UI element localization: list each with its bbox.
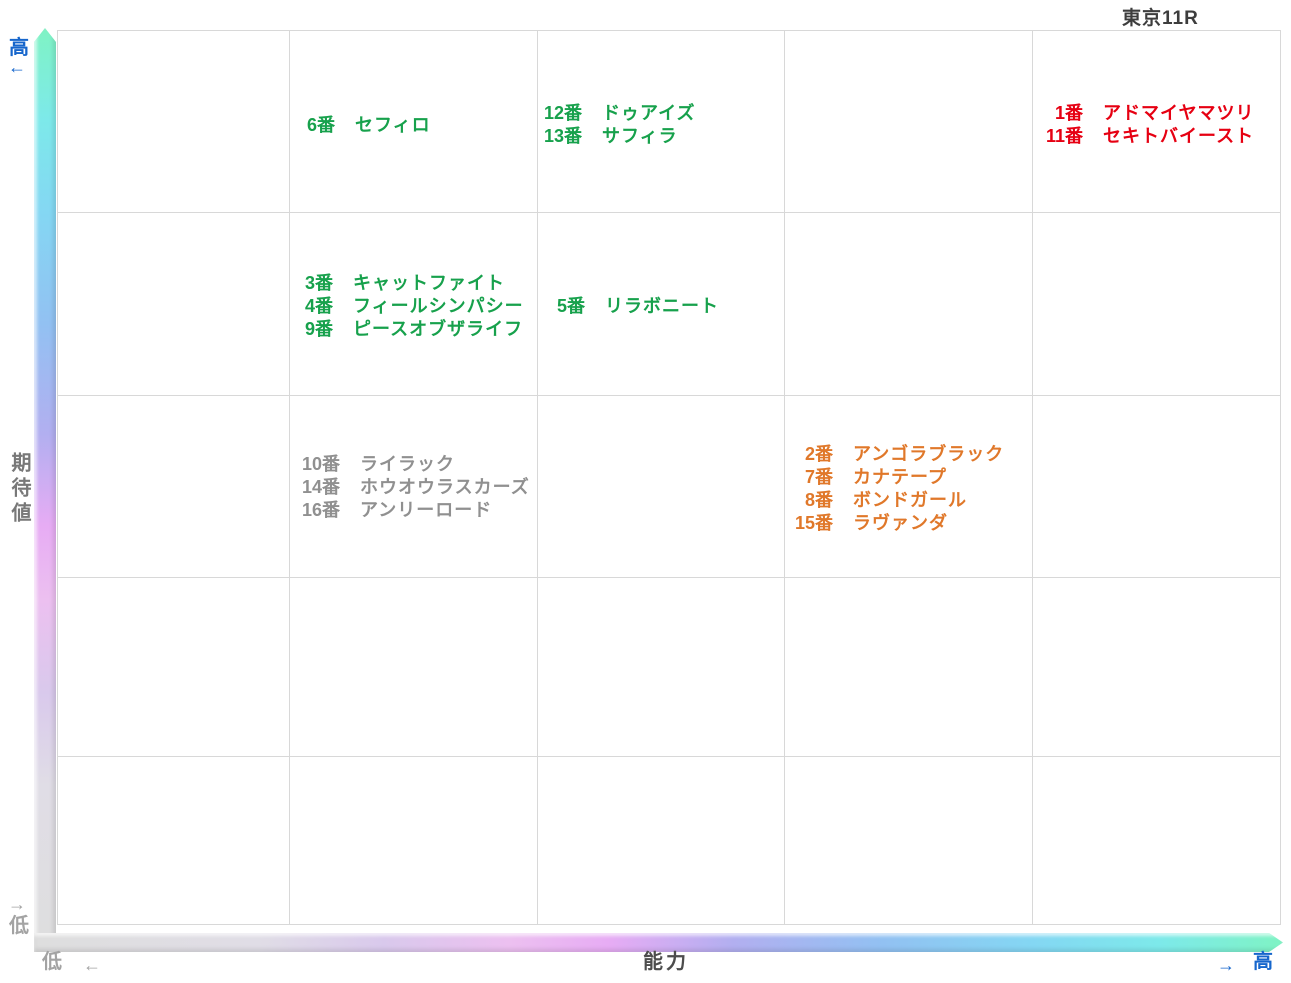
grid-cell <box>537 396 785 578</box>
grid-cell <box>58 396 290 578</box>
grid-cell <box>538 757 785 924</box>
grid-cell <box>785 578 1033 757</box>
horse-group-orange: 2番 アンゴラブラック 7番 カナテープ 8番 ボンドガール 15番 ラヴァンダ <box>785 443 1004 535</box>
x-axis-gradient-bar <box>34 933 1283 952</box>
horse-number: 16番 <box>301 500 340 520</box>
grid-cell <box>785 31 1033 213</box>
horse-entry: 9番 ピースオブザライフ <box>285 318 524 341</box>
x-axis-low-label: 低 <box>42 951 62 973</box>
horse-entry: 4番 フィールシンパシー <box>285 295 524 318</box>
horse-name: サフィラ <box>602 126 678 146</box>
horse-group-green: 12番 ドゥアイズ 13番 サフィラ <box>534 102 696 148</box>
horse-entry: 3番 キャットファイト <box>285 272 524 295</box>
y-axis-high-arrow-icon: ← <box>8 57 26 77</box>
horse-number: 3番 <box>304 273 333 293</box>
grid-cell <box>58 213 290 396</box>
horse-name: ピースオブザライフ <box>353 319 524 339</box>
horse-name: カナテープ <box>853 467 947 487</box>
grid-cell <box>290 31 538 213</box>
horse-number: 7番 <box>804 467 833 487</box>
y-axis-high-label: 高 <box>9 37 29 59</box>
horse-number: 6番 <box>306 115 335 135</box>
horse-name: ラヴァンダ <box>853 513 948 533</box>
x-axis-high-arrow-icon: → <box>1217 955 1235 975</box>
horse-name: アンリーロード <box>360 500 493 520</box>
horse-number: 13番 <box>543 126 582 146</box>
horse-group-red: 1番 アドマイヤマツリ 11番 セキトバイースト <box>1035 102 1254 148</box>
x-axis-title: 能力 <box>643 951 689 973</box>
horse-entry: 10番 ライラック <box>292 453 530 476</box>
horse-group-green: 6番 セフィロ <box>287 114 431 137</box>
horse-name: リラボニート <box>605 296 719 316</box>
horse-name: アンゴラブラック <box>853 444 1005 464</box>
horse-entry: 5番 リラボニート <box>537 295 719 318</box>
horse-entry: 11番 セキトバイースト <box>1035 125 1254 148</box>
x-axis-high-label: 高 <box>1253 951 1273 973</box>
horse-entry: 2番 アンゴラブラック <box>785 443 1004 466</box>
horse-entry: 13番 サフィラ <box>534 125 696 148</box>
horse-number: 11番 <box>1045 126 1083 146</box>
horse-group-gray: 10番 ライラック 14番 ホウオウラスカーズ 16番 アンリーロード <box>292 453 530 522</box>
horse-number: 4番 <box>304 296 333 316</box>
horse-entry: 8番 ボンドガール <box>785 489 1004 512</box>
grid-cell <box>58 578 290 757</box>
grid-cell <box>1032 578 1280 757</box>
grid-cell <box>290 578 538 757</box>
horse-number: 12番 <box>543 103 582 123</box>
grid-cell <box>290 213 538 396</box>
horse-name: アドマイヤマツリ <box>1103 103 1255 123</box>
y-axis-low-arrow-icon: → <box>8 894 26 914</box>
grid-cell <box>58 31 290 213</box>
grid-cell <box>1032 396 1280 578</box>
horse-name: ホウオウラスカーズ <box>360 477 530 497</box>
grid-cell <box>537 31 785 213</box>
y-axis-gradient-bar <box>34 28 56 951</box>
horse-number: 9番 <box>304 319 333 339</box>
grid-cell <box>1032 213 1280 396</box>
horse-entry: 6番 セフィロ <box>287 114 431 137</box>
horse-number: 8番 <box>804 490 833 510</box>
grid-cell <box>537 578 785 757</box>
horse-name: フィールシンパシー <box>353 296 524 316</box>
grid-cell <box>785 396 1033 578</box>
horse-number: 15番 <box>794 513 833 533</box>
horse-name: ライラック <box>360 454 455 474</box>
grid-cell <box>1032 31 1280 213</box>
horse-entry: 15番 ラヴァンダ <box>785 512 1004 535</box>
horse-group-green: 5番 リラボニート <box>537 295 719 318</box>
plot-grid <box>57 30 1281 925</box>
horse-entry: 7番 カナテープ <box>785 466 1004 489</box>
grid-cell <box>785 757 1033 924</box>
grid-cell <box>785 213 1033 396</box>
horse-name: セフィロ <box>355 115 431 135</box>
horse-entry: 16番 アンリーロード <box>292 499 530 522</box>
horse-name: ドゥアイズ <box>602 103 696 123</box>
horse-number: 5番 <box>556 296 585 316</box>
horse-name: ボンドガール <box>853 490 967 510</box>
y-axis-low-label: 低 <box>9 915 29 937</box>
horse-number: 2番 <box>804 444 833 464</box>
grid-cell <box>58 757 290 924</box>
horse-entry: 14番 ホウオウラスカーズ <box>292 476 530 499</box>
horse-number: 1番 <box>1054 103 1083 123</box>
y-axis-title: 期待値 <box>8 452 30 527</box>
horse-number: 10番 <box>301 454 340 474</box>
horse-name: キャットファイト <box>353 273 505 293</box>
race-title: 東京11R <box>1122 8 1199 29</box>
grid-cell <box>537 213 785 396</box>
horse-entry: 12番 ドゥアイズ <box>534 102 696 125</box>
horse-group-green: 3番 キャットファイト 4番 フィールシンパシー 9番 ピースオブザライフ <box>285 272 524 341</box>
grid-cell <box>290 757 538 924</box>
horse-name: セキトバイースト <box>1103 126 1255 146</box>
horse-number: 14番 <box>301 477 340 497</box>
horse-entry: 1番 アドマイヤマツリ <box>1035 102 1254 125</box>
grid-cell <box>290 396 538 578</box>
x-axis-low-arrow-icon: ← <box>83 955 101 975</box>
